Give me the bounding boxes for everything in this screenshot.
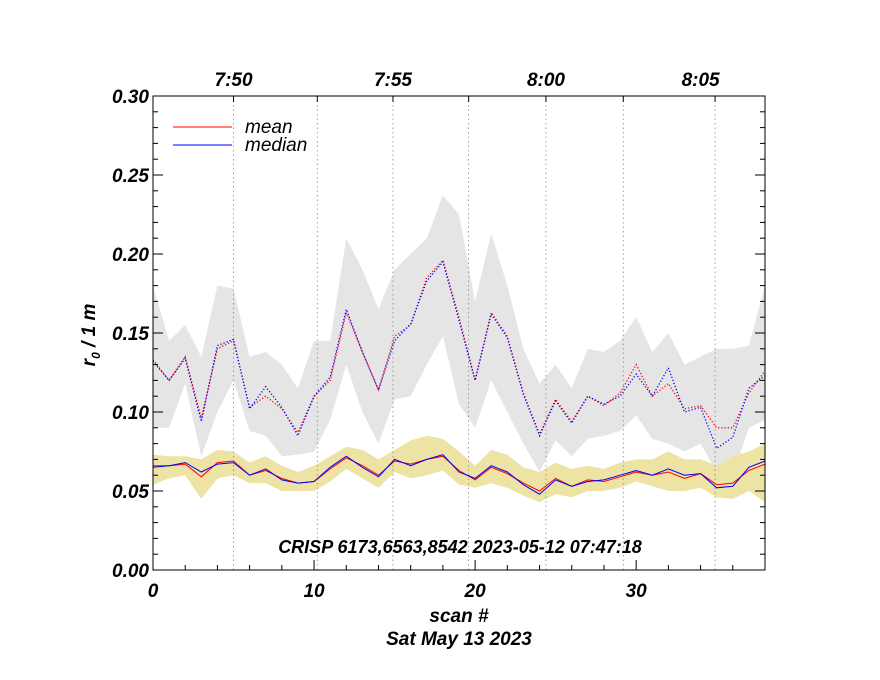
y-axis-label-rest: / 1 m bbox=[79, 304, 100, 353]
series-line-0 bbox=[152, 259, 766, 436]
top-axis-label: 7:55 bbox=[374, 70, 412, 91]
top-axis-label: 8:05 bbox=[682, 70, 720, 91]
tick-labels: 0.00 0.05 0.10 0.15 0.20 0.25 0.30 0 10 20 30 7:50 7… bbox=[112, 70, 720, 602]
axis-ticks bbox=[152, 95, 765, 571]
y-tick-label: 0.15 bbox=[112, 324, 149, 345]
x-tick-label: 30 bbox=[626, 581, 648, 602]
x-tick-label: 10 bbox=[303, 581, 325, 602]
series-line-3 bbox=[152, 454, 766, 495]
band-lower-spread bbox=[153, 435, 765, 503]
y-tick-label: 0.25 bbox=[112, 166, 149, 187]
y-axis-label: r0 / 1 m bbox=[79, 304, 103, 367]
series-lines bbox=[152, 259, 766, 495]
y-tick-label: 0.05 bbox=[112, 482, 149, 503]
legend: mean median bbox=[173, 117, 307, 156]
y-axis-label-main: r bbox=[79, 357, 100, 366]
x-tick-label: 0 bbox=[148, 581, 159, 602]
top-axis-label: 8:00 bbox=[527, 70, 565, 91]
legend-label-median: median bbox=[245, 135, 307, 156]
y-tick-label: 0.10 bbox=[112, 403, 149, 424]
x-axis-label: scan # bbox=[429, 606, 489, 627]
y-tick-label: 0.00 bbox=[112, 561, 149, 582]
y-axis-label-subscript: 0 bbox=[89, 352, 103, 359]
y-tick-label: 0.20 bbox=[112, 245, 149, 266]
chart-annotation: CRISP 6173,6563,8542 2023-05-12 07:47:18 bbox=[278, 537, 642, 557]
spread-bands bbox=[153, 195, 765, 503]
top-axis-label: 7:50 bbox=[215, 70, 253, 91]
y-tick-label: 0.30 bbox=[112, 87, 149, 108]
series-line-1 bbox=[152, 260, 766, 450]
date-label: Sat May 13 2023 bbox=[386, 629, 532, 650]
band-upper-spread bbox=[153, 195, 765, 476]
x-tick-label: 20 bbox=[464, 581, 487, 602]
legend-label-mean: mean bbox=[245, 117, 293, 138]
